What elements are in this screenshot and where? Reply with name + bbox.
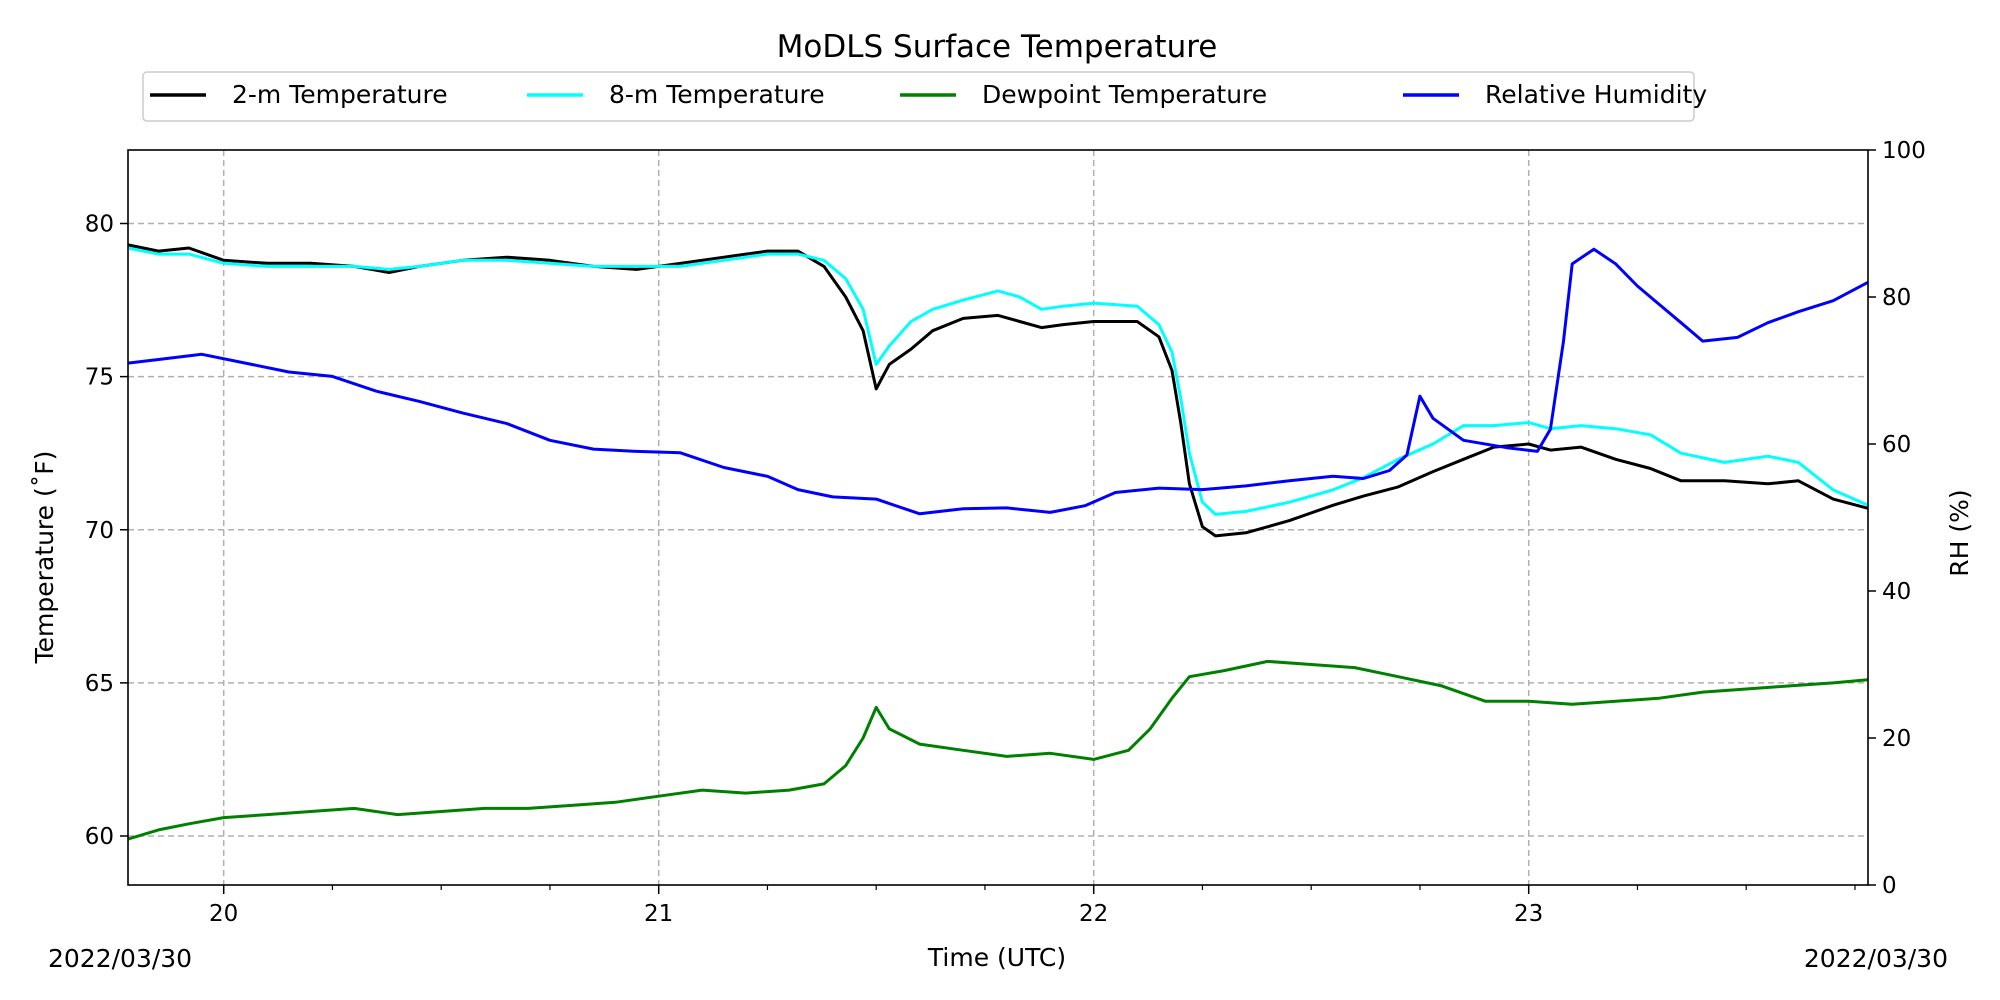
y2-tick-label: 0 <box>1882 873 1897 899</box>
y-tick-label: 60 <box>85 824 114 850</box>
x-tick-label: 22 <box>1079 901 1108 927</box>
series-line-1 <box>127 246 1869 516</box>
y-tick-label: 70 <box>85 518 114 544</box>
y-tick-label: 80 <box>85 212 114 238</box>
y2-axis-label: RH (%) <box>1945 489 1974 576</box>
y-tick-label: 75 <box>85 365 114 391</box>
legend-label-2: Dewpoint Temperature <box>982 80 1267 109</box>
start-date-label: 2022/03/30 <box>48 944 192 973</box>
y2-tick-label: 80 <box>1882 285 1911 311</box>
legend: 2-m Temperature 8-m Temperature Dewpoint T… <box>142 71 1707 122</box>
series-layer <box>127 243 1869 841</box>
series-line-3 <box>127 247 1869 516</box>
series-line-0 <box>127 243 1869 538</box>
axes: 60 65 70 75 80 0 20 40 60 80 100 20 21 22 23 <box>85 138 1926 927</box>
grid <box>128 150 1868 885</box>
series-line-2 <box>127 659 1869 841</box>
y2-tick-label: 20 <box>1882 726 1911 752</box>
y2-tick-label: 40 <box>1882 579 1911 605</box>
x-tick-label: 20 <box>209 901 238 927</box>
plot-frame <box>127 149 1869 886</box>
y-axis-label: Temperature (˚F) <box>30 451 59 665</box>
chart-title: MoDLS Surface Temperature <box>777 29 1218 65</box>
x-tick-label: 23 <box>1514 901 1543 927</box>
x-axis-label: Time (UTC) <box>927 943 1066 972</box>
legend-label-1: 8-m Temperature <box>609 80 825 109</box>
y2-tick-label: 60 <box>1882 432 1911 458</box>
y2-tick-label: 100 <box>1882 138 1926 164</box>
end-date-label: 2022/03/30 <box>1804 944 1948 973</box>
legend-label-3: Relative Humidity <box>1485 80 1707 109</box>
legend-label-0: 2-m Temperature <box>232 80 448 109</box>
x-tick-label: 21 <box>644 901 673 927</box>
y-tick-label: 65 <box>85 671 114 697</box>
